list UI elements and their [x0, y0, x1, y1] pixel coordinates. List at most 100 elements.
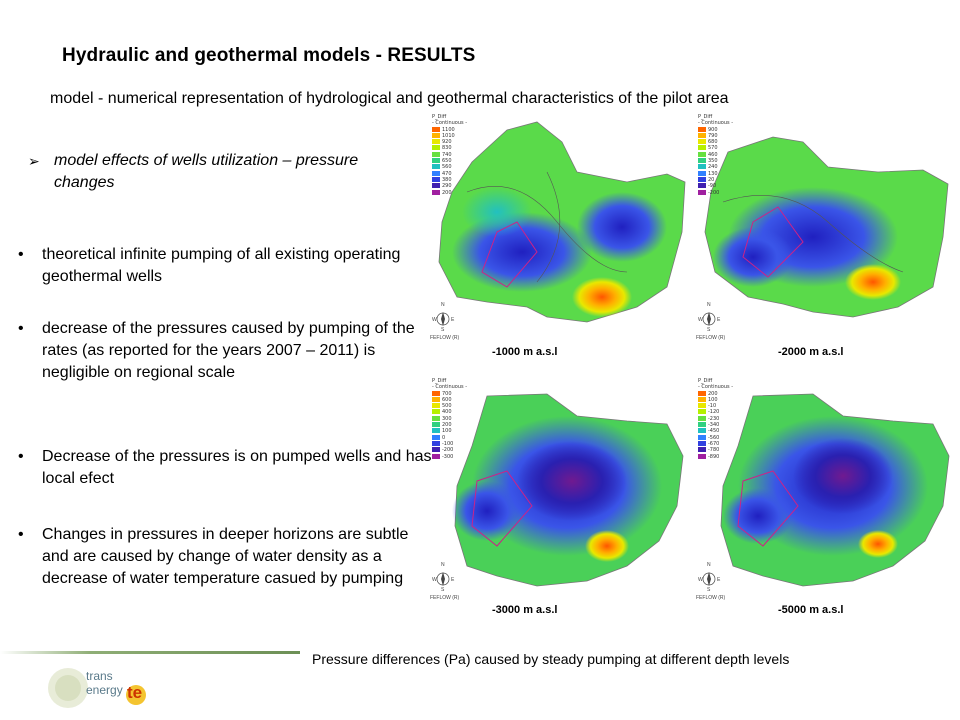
legend-swatch	[432, 434, 440, 440]
legend-value: 1010	[442, 132, 455, 139]
footer-divider	[0, 651, 300, 654]
legend-title: P_Diff	[432, 114, 447, 120]
legend-entry: -10	[698, 403, 733, 409]
legend-value: -230	[708, 415, 720, 422]
legend-entry: 200	[698, 390, 733, 397]
legend-value: 350	[708, 158, 718, 165]
legend-entry: 920	[432, 139, 467, 145]
pressure-map-1000	[427, 112, 689, 342]
effects-text: model effects of wells utilization – pre…	[54, 152, 359, 191]
pressure-map-2000	[693, 112, 955, 342]
legend-entry: 740	[432, 151, 467, 158]
legend-value: 240	[708, 164, 718, 171]
legend-value: -90	[708, 183, 717, 190]
compass-letter: N	[441, 302, 445, 308]
legend-value: -10	[708, 403, 717, 410]
compass-letter: N	[441, 562, 445, 568]
legend-value: 740	[442, 151, 452, 158]
legend-value: 100	[442, 428, 452, 435]
legend-swatch	[698, 390, 706, 396]
software-label: FEFLOW (R)	[430, 595, 460, 601]
legend-value: -340	[708, 422, 720, 429]
compass-rose-icon	[702, 572, 716, 586]
legend-swatch	[432, 415, 440, 421]
legend-title: P_Diff	[698, 114, 713, 120]
legend-swatch	[698, 415, 706, 421]
legend-entry: 400	[432, 409, 467, 415]
pressure-map-5000	[693, 376, 955, 606]
legend-entry: 470	[432, 170, 467, 177]
pressure-map-3000	[427, 376, 689, 606]
legend-swatch	[432, 132, 440, 138]
legend-value: -200	[442, 447, 454, 454]
legend-swatch	[432, 403, 440, 409]
legend-swatch	[432, 396, 440, 402]
legend-title: P_Diff	[432, 378, 447, 384]
legend-entry: -120	[698, 409, 733, 415]
legend-value: -890	[708, 453, 720, 460]
legend-entry: 130	[698, 170, 733, 177]
legend-entry: 240	[698, 164, 733, 170]
legend-value: 920	[442, 139, 452, 146]
legend-value: 400	[442, 409, 452, 416]
legend-value: 680	[708, 139, 718, 146]
legend-swatch	[698, 176, 706, 182]
legend-swatch	[432, 422, 440, 428]
legend-swatch	[432, 164, 440, 170]
legend-value: 830	[442, 145, 452, 152]
legend-entry: 790	[698, 132, 733, 139]
figure-caption: Pressure differences (Pa) caused by stea…	[312, 651, 790, 667]
legend-swatch	[698, 145, 706, 151]
legend-value: 460	[708, 151, 718, 158]
legend-value: 900	[708, 126, 718, 133]
legend-value: 290	[442, 183, 452, 190]
legend-entry: -200	[432, 447, 467, 453]
legend-entry: 570	[698, 145, 733, 151]
legend-swatch	[432, 170, 440, 176]
legend-entry: 500	[432, 403, 467, 409]
legend-entry: 1010	[432, 132, 467, 139]
legend-swatch	[432, 145, 440, 151]
legend-value: 1100	[442, 126, 455, 133]
legend-entry: -890	[698, 453, 733, 460]
legend-value: -120	[708, 409, 720, 416]
software-label: FEFLOW (R)	[696, 335, 726, 341]
legend-swatch	[698, 158, 706, 164]
legend-entry: 830	[432, 145, 467, 151]
compass-letter: W	[698, 317, 703, 323]
legend-value: 130	[708, 170, 718, 177]
legend-entry: 200	[432, 422, 467, 428]
legend-value: 20	[708, 176, 715, 183]
legend-title: - Continuous -	[432, 120, 468, 127]
legend-value: 600	[442, 396, 452, 403]
compass-letter: S	[707, 587, 711, 593]
legend-entry: 350	[698, 158, 733, 164]
legend-value: -670	[708, 440, 720, 447]
legend-entry: 200	[432, 189, 467, 196]
legend-value: 790	[708, 132, 718, 139]
legend-swatch	[698, 151, 706, 157]
legend-entry: -780	[698, 447, 733, 453]
legend-entry: -200	[698, 189, 733, 196]
bullet-text: Changes in pressures in deeper horizons …	[42, 526, 409, 587]
legend-swatch	[432, 158, 440, 164]
legend-swatch	[698, 403, 706, 409]
transenergy-logo: trans energy te	[46, 663, 166, 713]
map-label-1000: -1000 m a.s.l	[492, 346, 558, 358]
legend-swatch	[698, 447, 706, 453]
legend-value: 470	[442, 170, 452, 177]
legend-value: -200	[708, 189, 720, 196]
legend-swatch	[432, 428, 440, 434]
compass-rose-icon	[702, 312, 716, 326]
legend-entry: 380	[432, 176, 467, 183]
compass-letter: E	[451, 577, 455, 583]
legend-title: - Continuous -	[432, 384, 468, 391]
map-label-3000: -3000 m a.s.l	[492, 604, 558, 616]
software-label: FEFLOW (R)	[430, 335, 460, 341]
compass-letter: W	[432, 577, 437, 583]
legend-swatch	[432, 447, 440, 453]
arrow-bullet-icon: ➢	[28, 153, 40, 169]
logo-line1: trans	[86, 669, 113, 683]
legend-swatch	[432, 183, 440, 189]
legend-value: -560	[708, 434, 720, 441]
